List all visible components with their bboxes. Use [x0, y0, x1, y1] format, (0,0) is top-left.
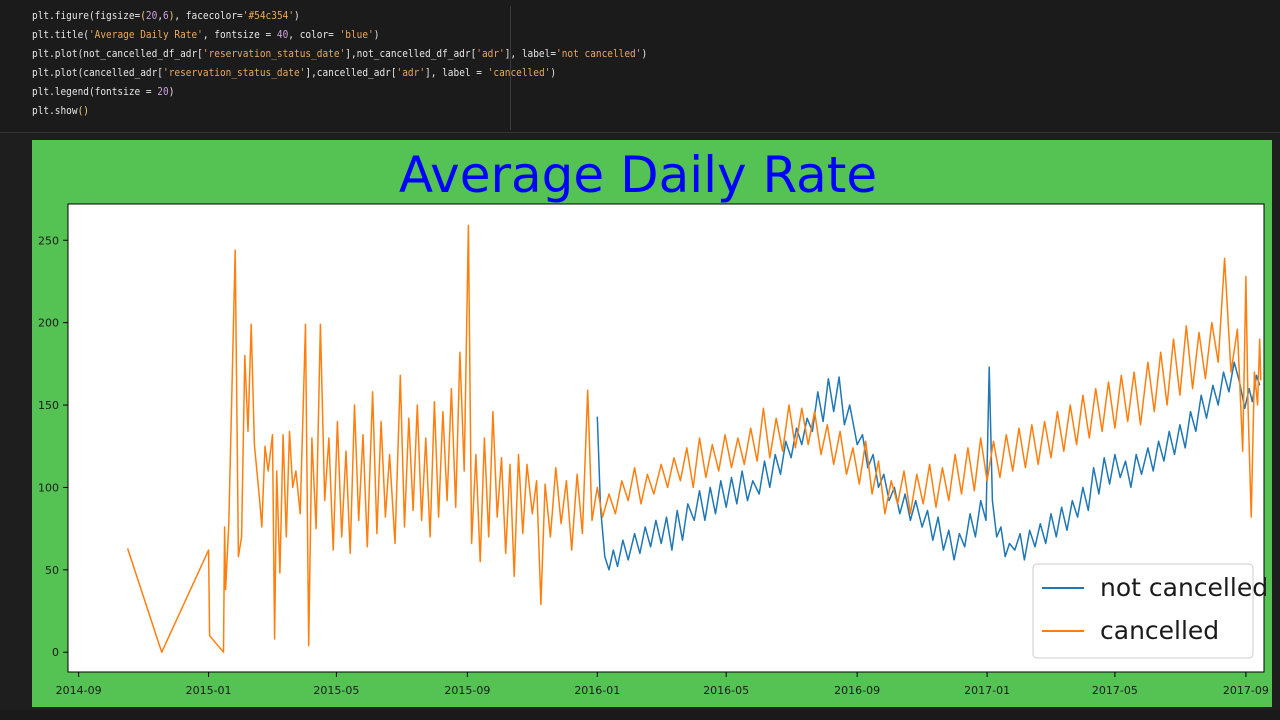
legend: not cancelled cancelled: [1032, 563, 1268, 659]
code-token: 40: [276, 28, 289, 41]
code-token: ): [641, 47, 648, 60]
code-token: 'blue': [339, 28, 374, 41]
code-token: , color=: [288, 28, 340, 41]
code-token: , facecolor=: [174, 9, 243, 22]
cell-divider: [0, 132, 1280, 133]
x-tick-label: 2015-09: [444, 684, 490, 697]
x-tick-label: 2015-01: [186, 684, 232, 697]
code-token: ): [373, 28, 380, 41]
x-tick-label: 2016-01: [574, 684, 620, 697]
code-token: plt.plot(not_cancelled_df_adr[: [32, 47, 203, 60]
code-token: plt.legend(fontsize =: [32, 85, 158, 98]
code-token: ): [550, 66, 557, 79]
code-line: plt.plot(cancelled_adr['reservation_stat…: [32, 63, 556, 82]
chart-title: Average Daily Rate: [399, 146, 877, 204]
x-tick-label: 2016-09: [834, 684, 880, 697]
y-axis: 0 50 100 150 200 250: [38, 234, 68, 659]
code-token: 'reservation_status_date': [202, 47, 346, 60]
x-tick-label: 2017-05: [1092, 684, 1138, 697]
code-token: ,: [157, 9, 164, 22]
code-token: 'cancelled': [487, 66, 551, 79]
series-layer: [126, 224, 1262, 653]
code-line: plt.plot(not_cancelled_df_adr['reservati…: [32, 44, 647, 63]
x-tick-label: 2016-05: [703, 684, 749, 697]
code-token: ], label =: [425, 66, 488, 79]
code-editor[interactable]: plt.figure(figsize=(20,6), facecolor='#5…: [32, 6, 647, 130]
figure-output: Average Daily Rate 0 50 100 150 200 250 2014-…: [32, 140, 1272, 707]
code-cell[interactable]: plt.figure(figsize=(20,6), facecolor='#5…: [0, 0, 1280, 132]
y-tick-label: 250: [38, 234, 59, 247]
y-tick-label: 100: [38, 481, 59, 494]
code-token: 'not cancelled': [556, 47, 642, 60]
series-line-cancelled: [126, 224, 1262, 653]
code-token: plt.title(: [32, 28, 89, 41]
y-tick-label: 0: [52, 646, 59, 659]
code-token: 'reservation_status_date': [163, 66, 306, 79]
y-tick-label: 200: [38, 317, 59, 330]
x-tick-label: 2017-01: [964, 684, 1010, 697]
code-token: ): [168, 85, 175, 98]
code-token: 'Average Daily Rate': [88, 28, 203, 41]
code-token: 20: [145, 9, 158, 22]
code-token: (: [140, 9, 146, 22]
code-line: plt.legend(fontsize = 20): [32, 82, 443, 101]
code-token: 20: [157, 85, 169, 98]
code-token: plt.figure(figsize=: [32, 9, 141, 22]
code-token: 6: [163, 9, 169, 22]
legend-label-cancelled: cancelled: [1100, 616, 1219, 645]
legend-box: [1032, 563, 1254, 659]
code-token: ],cancelled_adr[: [305, 66, 397, 79]
code-token: ], label=: [504, 47, 557, 60]
y-tick-label: 50: [45, 564, 59, 577]
code-token: plt.show: [32, 104, 78, 117]
code-token: ],not_cancelled_df_adr[: [345, 47, 477, 60]
plot-frame: [67, 203, 1265, 673]
x-axis: 2014-09 2015-01 2015-05 2015-09 2016-01 2016-…: [56, 672, 1269, 697]
code-line: plt.show(): [32, 101, 443, 120]
code-token: , fontsize =: [202, 28, 277, 41]
code-token: 'adr': [476, 47, 505, 60]
code-line: plt.figure(figsize=(20,6), facecolor='#5…: [32, 6, 443, 25]
x-tick-label: 2017-09: [1223, 684, 1269, 697]
line-chart: Average Daily Rate 0 50 100 150 200 250 2014-…: [32, 140, 1272, 707]
code-token: ): [294, 9, 300, 22]
code-token: plt.plot(cancelled_adr[: [32, 66, 164, 79]
code-token: 'adr': [396, 66, 426, 79]
legend-label-not-cancelled: not cancelled: [1100, 573, 1268, 602]
code-line: plt.title('Average Daily Rate', fontsize…: [32, 25, 443, 44]
series-line-not-cancelled: [596, 361, 1261, 571]
code-lines: plt.figure(figsize=(20,6), facecolor='#5…: [32, 6, 647, 120]
bottom-bar: [0, 710, 1280, 720]
x-tick-label: 2015-05: [313, 684, 359, 697]
y-tick-label: 150: [38, 399, 59, 412]
code-token: '#54c354': [242, 9, 295, 22]
code-token: ): [168, 9, 175, 22]
x-tick-label: 2014-09: [56, 684, 102, 697]
code-token: (): [77, 104, 89, 117]
